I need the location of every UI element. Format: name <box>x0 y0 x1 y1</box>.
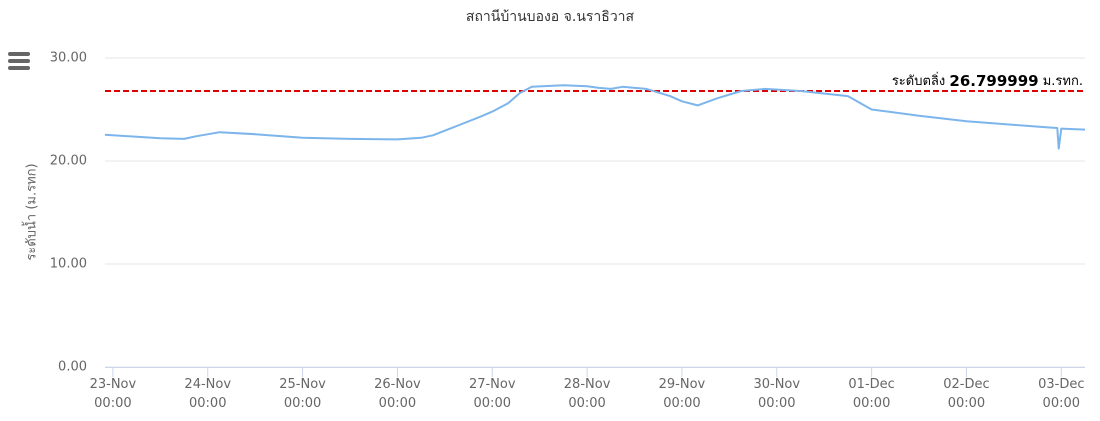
x-tick-label: 29-Nov 00:00 <box>659 377 706 411</box>
x-tick-label: 02-Dec 00:00 <box>943 377 989 411</box>
x-tick-label: 28-Nov 00:00 <box>564 377 611 411</box>
x-tick-label: 27-Nov 00:00 <box>469 377 516 411</box>
menu-bar <box>8 59 30 63</box>
x-tick-label: 01-Dec 00:00 <box>848 377 894 411</box>
y-tick-label: 20.00 <box>50 154 87 169</box>
chart-title: สถานีบ้านบองอ จ.นราธิวาส <box>466 9 635 25</box>
x-tick-label: 03-Dec 00:00 <box>1038 377 1084 411</box>
y-tick-label: 0.00 <box>58 360 87 375</box>
menu-button[interactable] <box>8 52 30 70</box>
threshold-label: ระดับตลิ่ง 26.799999 ม.รทก. <box>892 71 1083 89</box>
threshold-value: 26.799999 <box>949 71 1038 89</box>
y-axis-label: ระดับน้ำ (ม.รทก) <box>22 163 40 260</box>
x-tick-label: 25-Nov 00:00 <box>279 377 326 411</box>
threshold-unit: ม.รทก. <box>1043 73 1083 88</box>
menu-bar <box>8 66 30 70</box>
x-tick-label: 24-Nov 00:00 <box>184 377 231 411</box>
x-tick-label: 30-Nov 00:00 <box>753 377 800 411</box>
x-tick-label: 26-Nov 00:00 <box>374 377 421 411</box>
x-tick-label: 23-Nov 00:00 <box>90 377 137 411</box>
threshold-label: ระดับตลิ่ง <box>892 71 945 88</box>
y-tick-label: 10.00 <box>50 257 87 272</box>
series-line <box>104 84 1086 150</box>
y-tick-label: 30.00 <box>50 51 87 66</box>
menu-bar <box>8 52 30 56</box>
